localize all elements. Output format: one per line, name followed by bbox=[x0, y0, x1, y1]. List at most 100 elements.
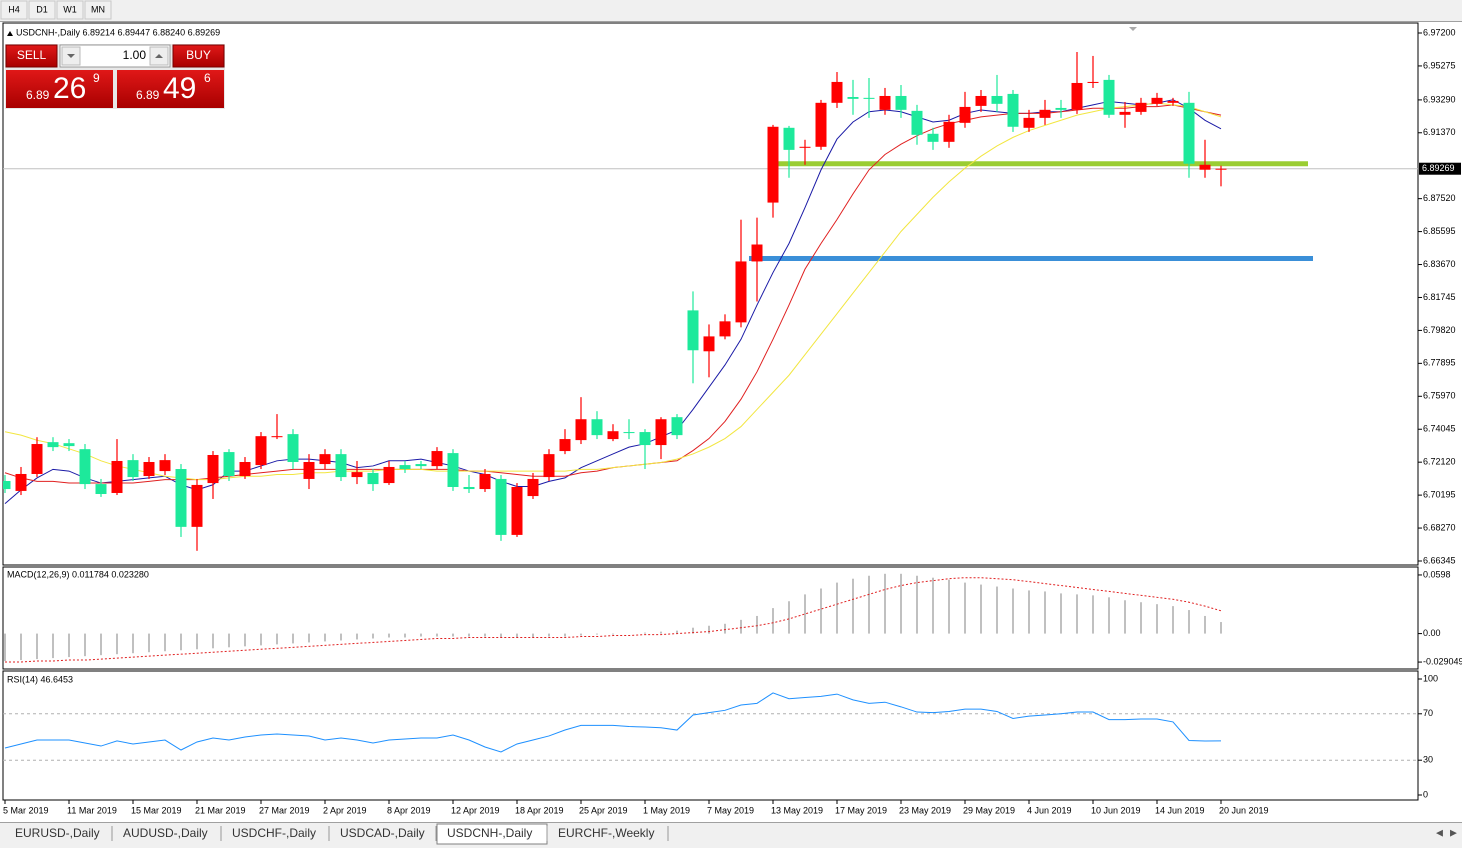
volume-up-icon bbox=[155, 54, 163, 58]
bid-small: 9 bbox=[93, 71, 100, 85]
buy-label[interactable]: BUY bbox=[186, 48, 211, 62]
y-tick-label: 30 bbox=[1423, 755, 1433, 765]
candle-body bbox=[687, 310, 699, 351]
tab[interactable]: USDCAD-,Daily bbox=[330, 825, 437, 843]
signal-line bbox=[5, 577, 1222, 663]
x-tick-label: 15 Mar 2019 bbox=[131, 805, 182, 815]
x-tick-label: 4 Jun 2019 bbox=[1027, 805, 1072, 815]
toolbar bbox=[0, 0, 1462, 21]
y-tick-label: 6.72120 bbox=[1423, 457, 1456, 467]
tab-label[interactable]: EURUSD-,Daily bbox=[15, 826, 100, 840]
rsi-line bbox=[4, 692, 1222, 753]
candle-body bbox=[927, 133, 939, 142]
ask-box[interactable] bbox=[117, 70, 224, 108]
chart-title: USDCNH-,Daily 6.89214 6.89447 6.88240 6.… bbox=[16, 27, 220, 37]
timeframe-label[interactable]: D1 bbox=[36, 4, 48, 14]
macd-panel bbox=[2, 566, 1419, 670]
candle-body bbox=[1087, 81, 1099, 83]
candle-body bbox=[15, 473, 27, 491]
tab[interactable]: USDCHF-,Daily bbox=[222, 825, 330, 843]
candle-body bbox=[847, 96, 859, 99]
timeframe-button[interactable] bbox=[0, 0, 28, 20]
tab[interactable]: EURCHF-,Weekly bbox=[548, 825, 669, 843]
x-tick-label: 20 Jun 2019 bbox=[1219, 805, 1269, 815]
tab-label[interactable]: USDCAD-,Daily bbox=[340, 826, 425, 840]
candle-body bbox=[159, 460, 171, 472]
candle-body bbox=[767, 126, 779, 203]
candle-body bbox=[191, 484, 203, 527]
candle-body bbox=[911, 110, 923, 135]
candle-body bbox=[111, 460, 123, 493]
sell-button[interactable] bbox=[5, 44, 58, 68]
y-tick-label: 6.70195 bbox=[1423, 489, 1456, 499]
volume-value[interactable]: 1.00 bbox=[123, 48, 147, 62]
tab-bg[interactable] bbox=[113, 825, 221, 843]
ask-prefix: 6.89 bbox=[136, 88, 160, 102]
y-tick-label: 6.75970 bbox=[1423, 391, 1456, 401]
candle-body bbox=[863, 97, 875, 99]
timeframe-label[interactable]: W1 bbox=[63, 4, 77, 14]
y-tick-label: 6.93290 bbox=[1423, 94, 1456, 104]
candle-body bbox=[1119, 111, 1131, 115]
scroll-left[interactable]: ◀ bbox=[1436, 827, 1443, 837]
tab-label[interactable]: AUDUSD-,Daily bbox=[123, 826, 208, 840]
candle-body bbox=[399, 465, 411, 470]
y-tick-label: 70 bbox=[1423, 708, 1433, 718]
tab-bg[interactable] bbox=[5, 825, 112, 843]
y-axis: 100 70 30 0 bbox=[1418, 673, 1438, 799]
candle-body bbox=[575, 419, 587, 441]
x-tick-label: 1 May 2019 bbox=[643, 805, 690, 815]
sell-label[interactable]: SELL bbox=[17, 48, 47, 62]
tab[interactable]: USDCNH-,Daily bbox=[436, 823, 548, 845]
candle-body bbox=[463, 486, 475, 490]
tab-bg[interactable] bbox=[548, 825, 668, 843]
candle-body bbox=[1151, 97, 1163, 104]
timeframe-label[interactable]: H4 bbox=[8, 4, 20, 14]
tab-bg[interactable] bbox=[222, 825, 329, 843]
buy-button[interactable] bbox=[172, 44, 225, 68]
candle-body bbox=[831, 81, 843, 103]
candle-body bbox=[1215, 168, 1227, 170]
tab-label[interactable]: USDCNH-,Daily bbox=[447, 826, 532, 840]
candle-body bbox=[559, 439, 571, 452]
candle-body bbox=[1007, 93, 1019, 127]
x-tick-label: 23 May 2019 bbox=[899, 805, 951, 815]
x-tick-label: 14 Jun 2019 bbox=[1155, 805, 1205, 815]
candle-body bbox=[255, 436, 267, 466]
tab[interactable]: EURUSD-,Daily bbox=[5, 825, 113, 843]
current-price-box bbox=[1419, 162, 1461, 175]
y-tick-label: 0 bbox=[1423, 789, 1428, 799]
x-tick-label: 12 Apr 2019 bbox=[451, 805, 500, 815]
trade-panel: SELL 1.00 BUY 6.89 26 9 6.89 49 6 bbox=[5, 44, 225, 109]
timeframe-label[interactable]: MN bbox=[91, 4, 105, 14]
candle-body bbox=[1103, 79, 1115, 115]
bid-box[interactable] bbox=[6, 70, 113, 108]
scroll-right[interactable]: ▶ bbox=[1450, 827, 1457, 837]
candle-body bbox=[479, 473, 491, 490]
x-tick-label: 21 Mar 2019 bbox=[195, 805, 246, 815]
tab-label[interactable]: EURCHF-,Weekly bbox=[558, 826, 654, 840]
bid-prefix: 6.89 bbox=[26, 88, 50, 102]
timeframe-button[interactable] bbox=[28, 0, 56, 20]
ask-small: 6 bbox=[204, 71, 211, 85]
tab-label[interactable]: USDCHF-,Daily bbox=[232, 826, 316, 840]
rsi-panel bbox=[2, 670, 1419, 801]
timeframe-button[interactable] bbox=[56, 0, 84, 20]
candle-body bbox=[383, 466, 395, 484]
volume-box[interactable] bbox=[59, 44, 171, 68]
tab-bg[interactable] bbox=[330, 825, 436, 843]
y-tick-label: 6.95275 bbox=[1423, 60, 1456, 70]
candle-body bbox=[495, 478, 507, 535]
candle-body bbox=[175, 469, 187, 527]
x-tick-label: 5 Mar 2019 bbox=[3, 805, 49, 815]
candle-body bbox=[511, 486, 523, 535]
tab[interactable]: AUDUSD-,Daily bbox=[113, 825, 222, 843]
candle-body bbox=[447, 453, 459, 487]
candle-body bbox=[431, 451, 443, 467]
candle-body bbox=[303, 462, 315, 479]
timeframe-button[interactable] bbox=[84, 0, 112, 20]
x-tick-label: 25 Apr 2019 bbox=[579, 805, 628, 815]
candle-body bbox=[991, 95, 1003, 104]
candle-body bbox=[415, 464, 427, 467]
x-tick-label: 17 May 2019 bbox=[835, 805, 887, 815]
